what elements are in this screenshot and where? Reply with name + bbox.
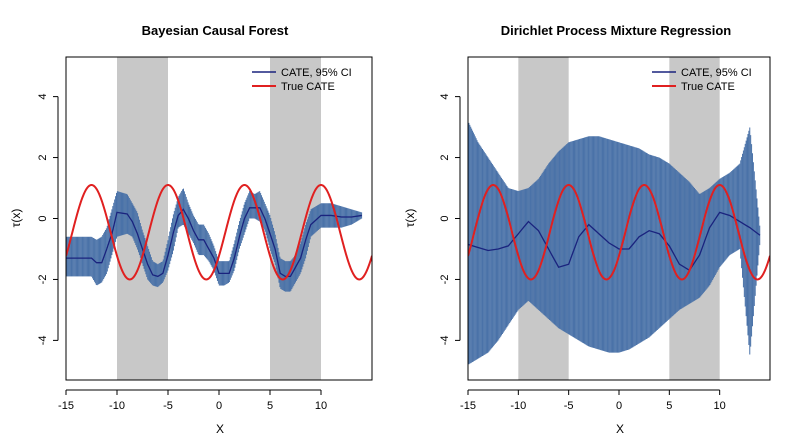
x-tick-label: -10 bbox=[109, 400, 125, 412]
plot-area: -15 -10 -5 0 5 10 -4 -2 0 2 4 bbox=[37, 56, 373, 412]
y-axis: -4 -2 0 2 4 bbox=[37, 94, 59, 345]
y-tick-label: 0 bbox=[439, 215, 451, 221]
cate-line bbox=[468, 211, 761, 272]
panel-bayesian-causal-forest: Bayesian Causal Forest -15 -10 -5 0 5 10 -4 -2 0… bbox=[9, 23, 373, 436]
x-axis: -15 -10 -5 0 5 10 bbox=[58, 389, 327, 412]
y-axis-label: τ(x) bbox=[403, 209, 417, 228]
legend-label-true-cate: True CATE bbox=[681, 81, 735, 93]
y-tick-label: 4 bbox=[439, 94, 451, 100]
x-tick-label: 10 bbox=[714, 400, 726, 412]
x-tick-label: 5 bbox=[267, 400, 273, 412]
true-cate-line bbox=[468, 183, 770, 281]
x-tick-label: -15 bbox=[460, 400, 476, 412]
x-axis-label: X bbox=[216, 422, 224, 436]
x-tick-label: 5 bbox=[666, 400, 672, 412]
x-tick-label: -10 bbox=[510, 400, 526, 412]
x-tick-label: 10 bbox=[315, 400, 327, 412]
y-tick-label: 2 bbox=[439, 154, 451, 160]
plot-area: -15 -10 -5 0 5 10 -4 -2 0 2 4 bbox=[439, 56, 771, 412]
x-axis-label: X bbox=[616, 422, 624, 436]
y-tick-label: -4 bbox=[37, 335, 49, 345]
plot-frame bbox=[467, 56, 771, 381]
legend-label-cate: CATE, 95% CI bbox=[281, 67, 352, 79]
panel-dirichlet-process-mixture-regression: Dirichlet Process Mixture Regression -15… bbox=[403, 23, 771, 436]
y-tick-label: -2 bbox=[439, 275, 451, 285]
legend-label-true-cate: True CATE bbox=[281, 81, 335, 93]
x-tick-label: -5 bbox=[564, 400, 574, 412]
chart-title: Bayesian Causal Forest bbox=[142, 23, 289, 38]
y-tick-label: -2 bbox=[37, 275, 49, 285]
plot-content bbox=[468, 57, 770, 380]
x-tick-label: -15 bbox=[58, 400, 74, 412]
true-cate-line bbox=[66, 183, 372, 281]
y-tick-label: -4 bbox=[439, 335, 451, 345]
x-tick-label: -5 bbox=[163, 400, 173, 412]
plot-content bbox=[66, 57, 372, 380]
y-tick-label: 4 bbox=[37, 94, 49, 100]
chart-title: Dirichlet Process Mixture Regression bbox=[501, 23, 732, 38]
cate-line bbox=[66, 207, 362, 278]
y-tick-label: 0 bbox=[37, 215, 49, 221]
legend: CATE, 95% CI True CATE bbox=[252, 67, 352, 93]
legend-label-cate: CATE, 95% CI bbox=[681, 67, 752, 79]
legend: CATE, 95% CI True CATE bbox=[652, 67, 752, 93]
plot-frame bbox=[65, 56, 373, 381]
y-axis-label: τ(x) bbox=[9, 209, 23, 228]
y-axis: -4 -2 0 2 4 bbox=[439, 94, 461, 345]
x-axis: -15 -10 -5 0 5 10 bbox=[460, 389, 726, 412]
x-tick-label: 0 bbox=[616, 400, 622, 412]
y-tick-label: 2 bbox=[37, 154, 49, 160]
x-tick-label: 0 bbox=[216, 400, 222, 412]
